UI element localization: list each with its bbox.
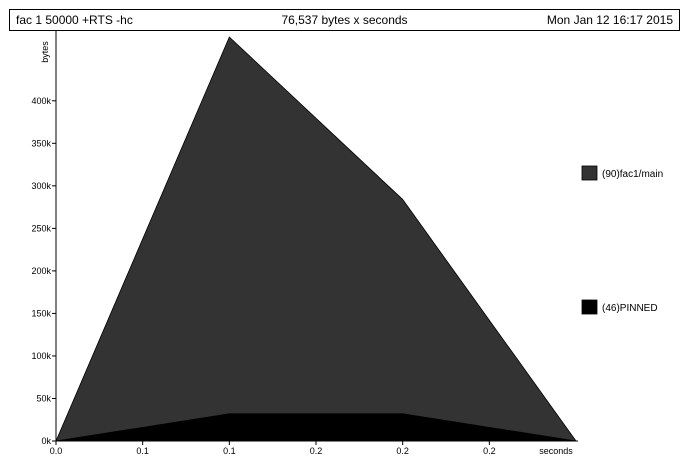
y-tick-label: 50k xyxy=(36,393,51,403)
x-tick-label: 0.1 xyxy=(136,446,149,456)
x-tick-label: 0.2 xyxy=(483,446,496,456)
legend-label-90-fac1-main: (90)fac1/main xyxy=(602,169,663,180)
x-axis-label: seconds xyxy=(539,446,573,456)
legend-swatch-46-pinned xyxy=(581,299,598,315)
legend-label-46-pinned: (46)PINNED xyxy=(602,303,658,314)
legend: (90)fac1/main (46)PINNED xyxy=(581,165,663,315)
y-tick-label: 200k xyxy=(31,266,51,276)
area-layer xyxy=(55,36,577,442)
area-90-fac1-main xyxy=(55,36,577,442)
y-tick-label: 0k xyxy=(41,436,51,446)
y-axis-label: bytes xyxy=(40,41,50,63)
total-bytes-seconds: 76,537 bytes x seconds xyxy=(281,13,408,27)
y-tick-label: 350k xyxy=(31,138,51,148)
x-tick-label: 0.2 xyxy=(396,446,409,456)
header-bar: fac 1 50000 +RTS -hc 76,537 bytes x seco… xyxy=(9,9,680,31)
program-command: fac 1 50000 +RTS -hc xyxy=(16,13,133,27)
x-tick-label: 0.1 xyxy=(223,446,236,456)
y-tick-label: 400k xyxy=(31,96,51,106)
y-tick-label: 300k xyxy=(31,181,51,191)
x-tick-label: 0.2 xyxy=(310,446,323,456)
run-date: Mon Jan 12 16:17 2015 xyxy=(546,13,673,27)
axes-layer: 0k 50k 100k 150k 200k 250k 300k 350k 400k 0.0 0.1 0… xyxy=(31,31,578,456)
legend-swatch-90-fac1-main xyxy=(581,165,598,181)
y-tick-label: 250k xyxy=(31,223,51,233)
x-tick-label: 0.0 xyxy=(50,446,63,456)
y-tick-label: 150k xyxy=(31,308,51,318)
y-tick-label: 100k xyxy=(31,351,51,361)
